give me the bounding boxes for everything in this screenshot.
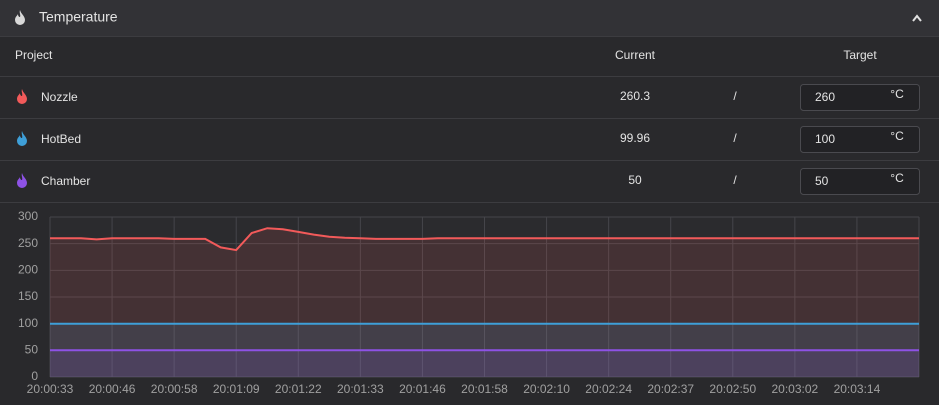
- y-tick-label: 250: [18, 236, 38, 250]
- target-value: 50: [815, 174, 829, 188]
- x-tick-label: 20:01:33: [337, 382, 384, 396]
- x-tick-label: 20:00:33: [27, 382, 74, 396]
- temperature-chart: 0 50 100 150 200 250 300 20:00:33 20:00:46 20:00:…: [18, 209, 920, 396]
- current-value: 260.3: [620, 89, 650, 103]
- separator: /: [733, 173, 737, 187]
- x-tick-label: 20:01:58: [461, 382, 508, 396]
- x-tick-label: 20:02:50: [709, 382, 756, 396]
- series-area: [50, 228, 919, 377]
- separator: /: [733, 131, 737, 145]
- x-tick-label: 20:00:46: [89, 382, 136, 396]
- target-value: 260: [815, 90, 835, 104]
- column-header: Current: [615, 48, 656, 62]
- x-tick-label: 20:01:46: [399, 382, 446, 396]
- series-area: [50, 350, 919, 377]
- row-name: Chamber: [41, 174, 90, 188]
- target-input[interactable]: [800, 168, 920, 195]
- panel-header[interactable]: [0, 0, 939, 36]
- target-input[interactable]: [800, 126, 920, 153]
- target-input[interactable]: [800, 84, 920, 111]
- column-header: Project: [15, 48, 53, 62]
- row-icon: [17, 131, 27, 146]
- x-tick-label: 20:03:14: [834, 382, 881, 396]
- x-tick-label: 20:01:09: [213, 382, 260, 396]
- row-icon: [17, 173, 27, 188]
- unit: °C: [890, 129, 904, 143]
- separator: /: [733, 89, 737, 103]
- x-tick-label: 20:00:58: [151, 382, 198, 396]
- x-tick-label: 20:02:24: [585, 382, 632, 396]
- y-tick-label: 100: [18, 316, 38, 330]
- x-tick-label: 20:02:10: [523, 382, 570, 396]
- y-tick-label: 150: [18, 289, 38, 303]
- y-tick-label: 50: [25, 343, 39, 357]
- row-name: Nozzle: [41, 90, 78, 104]
- x-tick-label: 20:02:37: [647, 382, 694, 396]
- row-name: HotBed: [41, 132, 81, 146]
- target-value: 100: [815, 132, 835, 146]
- series-line: [50, 227, 919, 252]
- y-tick-label: 0: [31, 369, 38, 383]
- header-icon: [15, 10, 25, 25]
- unit: °C: [890, 87, 904, 101]
- column-header: Target: [843, 48, 877, 62]
- panel-title: Temperature: [39, 9, 118, 25]
- y-tick-label: 300: [18, 209, 38, 223]
- row-icon: [17, 89, 27, 104]
- unit: °C: [890, 171, 904, 185]
- y-tick-label: 200: [18, 263, 38, 277]
- x-tick-label: 20:03:02: [771, 382, 818, 396]
- current-value: 50: [628, 173, 642, 187]
- collapse-caret[interactable]: [912, 14, 922, 22]
- current-value: 99.96: [620, 131, 650, 145]
- x-tick-label: 20:01:22: [275, 382, 322, 396]
